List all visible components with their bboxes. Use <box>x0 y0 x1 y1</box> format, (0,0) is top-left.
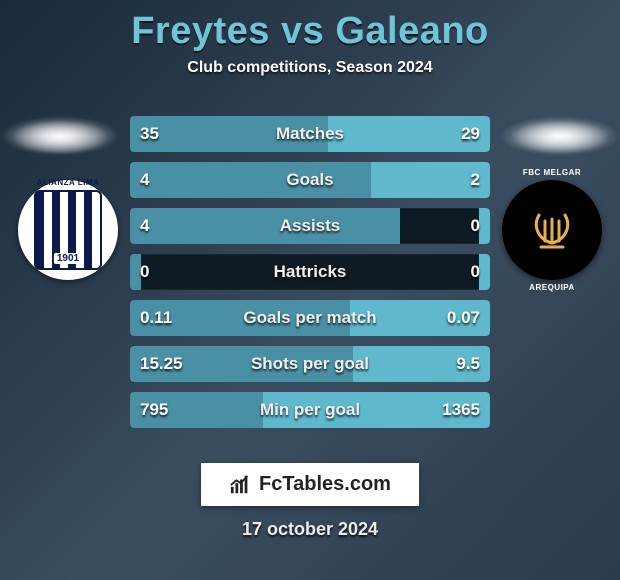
bar-value-left: 4 <box>140 170 149 190</box>
vs-text: vs <box>281 10 324 52</box>
bar-value-right: 0 <box>471 216 480 236</box>
bar-fill-left <box>130 162 371 198</box>
spotlight-right <box>500 116 620 156</box>
club-badge-left: ALIANZA LIMA 1901 <box>18 180 118 280</box>
bar-fill-left <box>130 208 400 244</box>
bar-value-left: 0.11 <box>140 308 172 328</box>
alianza-shield: ALIANZA LIMA 1901 <box>34 190 102 270</box>
bar-value-right: 1365 <box>442 400 480 420</box>
brand-text: FcTables.com <box>259 473 391 496</box>
page-title: Freytes vs Galeano <box>0 10 620 53</box>
player2-name: Galeano <box>335 10 488 52</box>
stat-bar: 0 0 Hattricks <box>130 254 490 290</box>
chart-icon <box>229 474 251 496</box>
stat-bar: 15.25 9.5 Shots per goal <box>130 346 490 382</box>
bar-value-left: 35 <box>140 124 159 144</box>
club-badge-right: FBC MELGAR AREQUIPA <box>502 180 602 280</box>
bar-value-right: 9.5 <box>456 354 480 374</box>
stat-bar: 795 1365 Min per goal <box>130 392 490 428</box>
lyre-icon <box>529 207 575 253</box>
bar-value-left: 795 <box>140 400 168 420</box>
bar-value-left: 0 <box>140 262 149 282</box>
bar-value-right: 2 <box>471 170 480 190</box>
brand-badge: FcTables.com <box>201 463 419 506</box>
bar-value-right: 29 <box>461 124 480 144</box>
bar-label: Matches <box>276 124 344 144</box>
bar-value-right: 0 <box>471 262 480 282</box>
stat-bar: 4 2 Goals <box>130 162 490 198</box>
bar-label: Goals per match <box>243 308 376 328</box>
bar-fill-right <box>479 208 490 244</box>
bar-label: Min per goal <box>260 400 360 420</box>
bar-value-right: 0.07 <box>447 308 480 328</box>
bar-value-left: 15.25 <box>140 354 183 374</box>
stat-bar: 0.11 0.07 Goals per match <box>130 300 490 336</box>
bar-label: Goals <box>286 170 333 190</box>
bar-label: Assists <box>280 216 340 236</box>
subtitle: Club competitions, Season 2024 <box>0 59 620 77</box>
stat-bar: 4 0 Assists <box>130 208 490 244</box>
stat-bar: 35 29 Matches <box>130 116 490 152</box>
infographic-date: 17 october 2024 <box>242 519 378 540</box>
bar-fill-right <box>479 254 490 290</box>
player1-name: Freytes <box>131 10 270 52</box>
comparison-bars: 35 29 Matches 4 2 Goals 4 0 Assists 0 0 Hattricks 0.… <box>130 116 490 428</box>
bar-value-left: 4 <box>140 216 149 236</box>
spotlight-left <box>0 116 120 156</box>
bar-label: Shots per goal <box>251 354 369 374</box>
bar-label: Hattricks <box>274 262 347 282</box>
melgar-shield: FBC MELGAR AREQUIPA <box>522 200 582 260</box>
